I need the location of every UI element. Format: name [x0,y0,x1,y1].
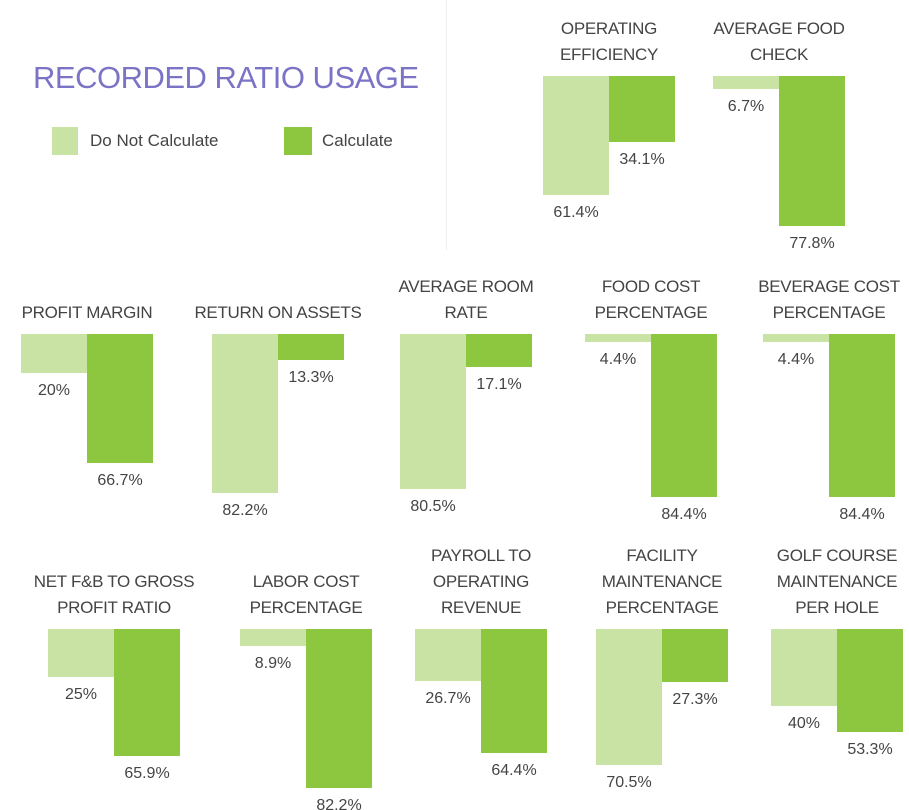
value-label: 80.5% [410,498,456,516]
bar [400,334,466,490]
value-label: 4.4% [777,351,815,369]
panel-title: OPERATING EFFICIENCY [559,19,659,64]
value-label: 84.4% [661,505,707,523]
bar [21,334,87,373]
bar [114,629,180,757]
panel-title: FOOD COST PERCENTAGE [594,277,708,322]
value-label: 40% [787,715,821,733]
bar [596,629,662,766]
bar [829,334,895,497]
bar [240,629,306,647]
bar [415,629,481,681]
legend-swatch [52,127,78,155]
panel-title: PROFIT MARGIN [21,303,153,322]
bar [609,76,675,142]
panel-title: AVERAGE ROOM RATE [398,277,534,322]
value-label: 53.3% [847,740,893,758]
value-label: 65.9% [124,765,170,783]
bar [662,629,728,682]
panel-title: PAYROLL TO OPERATING REVENUE [431,546,531,617]
legend-label: Do Not Calculate [90,131,219,150]
value-label: 64.4% [491,762,537,780]
bar [837,629,903,732]
panel-title: GOLF COURSE MAINTENANCE PER HOLE [776,546,898,617]
value-label: 84.4% [839,505,885,523]
panel-title: FACILITY MAINTENANCE PERCENTAGE [601,546,723,617]
legend-swatch [284,127,312,155]
panel-title: BEVERAGE COST PERCENTAGE [758,277,900,322]
value-label: 6.7% [727,97,765,115]
bar [306,629,372,788]
bar [651,334,717,497]
bar [278,334,344,360]
value-label: 61.4% [553,203,599,221]
value-label: 17.1% [476,376,522,393]
value-label: 8.9% [254,655,292,673]
bar [87,334,153,463]
divider [446,0,447,250]
value-label: 20% [37,381,71,399]
bar [713,76,779,89]
panel-title: NET F&B TO GROSS PROFIT RATIO [33,572,195,617]
bar [48,629,114,678]
panel-title: AVERAGE FOOD CHECK [713,19,845,64]
value-label: 77.8% [789,235,835,253]
bar [481,629,547,754]
value-label: 66.7% [97,471,143,489]
bar [771,629,837,707]
bar [466,334,532,367]
value-label: 82.2% [316,796,362,810]
chart-title: RECORDED RATIO USAGE [33,60,419,95]
value-label: 34.1% [619,150,665,168]
value-label: 25% [64,686,98,704]
panel-title: LABOR COST PERCENTAGE [249,572,363,617]
panel-title: RETURN ON ASSETS [194,303,362,322]
legend-label: Calculate [322,131,393,150]
value-label: 13.3% [288,368,334,386]
bar [763,334,829,343]
value-label: 70.5% [606,774,652,792]
value-label: 4.4% [599,351,637,369]
bar [779,76,845,227]
bar [212,334,278,493]
bar [543,76,609,195]
value-label: 26.7% [425,689,471,707]
value-label: 27.3% [672,690,718,708]
bar [585,334,651,343]
value-label: 82.2% [222,501,268,519]
